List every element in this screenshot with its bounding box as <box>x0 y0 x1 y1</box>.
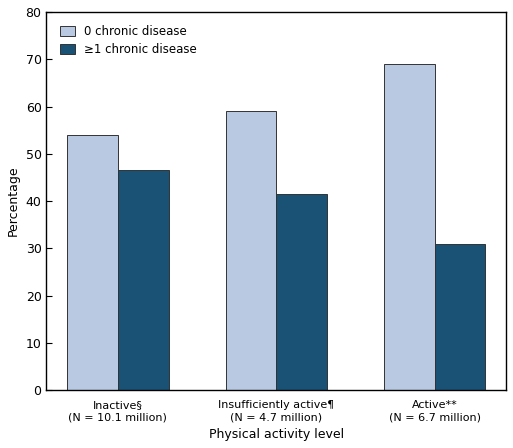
Bar <box>118 170 169 390</box>
Bar <box>226 111 276 390</box>
X-axis label: Physical activity level: Physical activity level <box>209 428 344 441</box>
Y-axis label: Percentage: Percentage <box>7 166 20 237</box>
Legend: 0 chronic disease, ≥1 chronic disease: 0 chronic disease, ≥1 chronic disease <box>56 21 202 60</box>
Bar <box>67 135 118 390</box>
Bar <box>384 64 435 390</box>
Bar <box>276 194 327 390</box>
Bar <box>435 244 485 390</box>
